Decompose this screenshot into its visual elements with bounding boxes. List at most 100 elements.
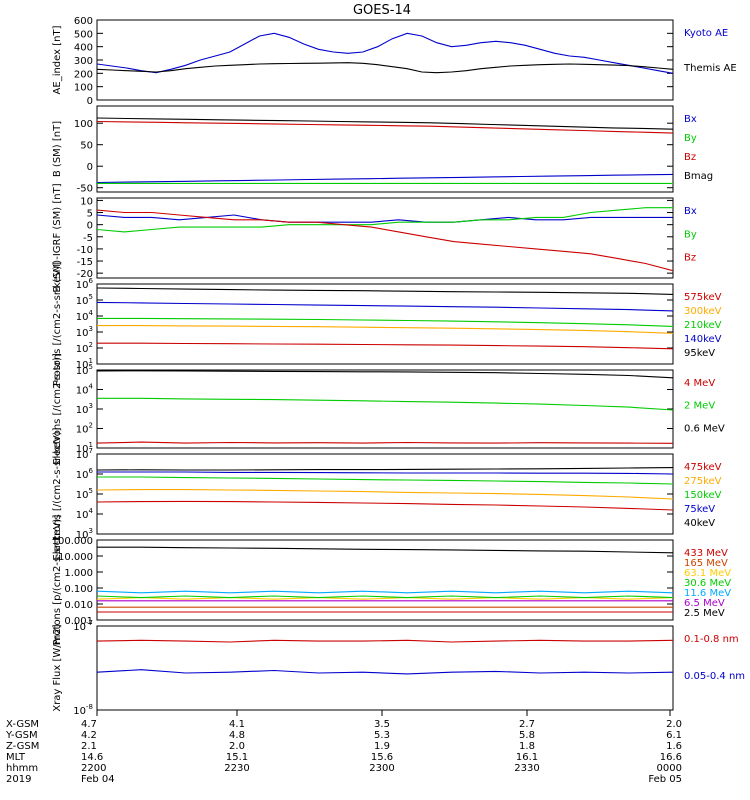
y-tick-label: 0 xyxy=(87,162,93,173)
panel-frame xyxy=(96,19,674,101)
panel-frame xyxy=(96,369,674,449)
legend-label: Themis AE xyxy=(683,63,737,74)
y-tick-label: -15 xyxy=(77,257,93,268)
x-axis-value: 2200 xyxy=(81,763,106,774)
y-tick-label: 100.000 xyxy=(52,536,93,547)
y-tick-label: -5 xyxy=(83,233,93,244)
y-tick-label: -20 xyxy=(77,269,93,280)
legend-label: By xyxy=(684,133,697,144)
series-line-bz xyxy=(97,209,673,272)
x-axis-value: 1.9 xyxy=(374,741,390,752)
legend-label: 63.1 MeV xyxy=(684,568,731,579)
panel-frame xyxy=(96,539,674,621)
y-tick-label: 50 xyxy=(80,141,93,152)
series-line-95kev xyxy=(97,287,673,295)
series-line-bmag xyxy=(97,117,673,130)
y-tick-label: 1.000 xyxy=(64,568,93,579)
x-axis-value: 2300 xyxy=(369,763,394,774)
x-axis-value: Feb 04 xyxy=(81,774,115,785)
series-line-150kev xyxy=(97,476,673,485)
legend-label: Kyoto AE xyxy=(684,28,728,39)
x-axis-value: 2230 xyxy=(224,763,249,774)
y-tick-label: 300 xyxy=(74,56,93,67)
x-axis-row-label: hhmm xyxy=(6,763,38,774)
panel-frame xyxy=(96,197,674,279)
y-tick-label: 0 xyxy=(87,96,93,107)
series-line-275kev xyxy=(97,489,673,500)
series-line-0-6-mev xyxy=(97,370,673,379)
y-axis-label: Electrons [/(cm2-s-sr-keV)] xyxy=(52,427,63,560)
legend-label: 2 MeV xyxy=(684,401,715,412)
y-axis-label: B (SM) [nT] xyxy=(52,121,63,177)
x-axis-value: 1.8 xyxy=(519,741,535,752)
y-tick-label: 10 xyxy=(80,196,93,207)
series-line-11-6-mev xyxy=(97,590,673,594)
series-line-0-05-0-4-nm xyxy=(97,669,673,675)
x-axis-value: 4.2 xyxy=(81,730,97,741)
x-axis-row-label: 2019 xyxy=(6,774,31,785)
legend-label: 0.1-0.8 nm xyxy=(684,634,739,645)
panel-7: 0.001 0.010 0.100 1.000 10.000 100.000Protons… xyxy=(52,515,732,646)
y-tick-label: 102 xyxy=(76,341,93,355)
legend-label: 575keV xyxy=(684,292,722,303)
x-axis-value: 5.3 xyxy=(374,730,390,741)
y-tick-label: 106 xyxy=(76,467,94,481)
x-axis-value: 2.1 xyxy=(81,741,97,752)
series-line-themis-ae xyxy=(97,62,673,74)
y-tick-label: 104 xyxy=(76,309,94,323)
y-tick-label: 600 xyxy=(74,16,93,27)
legend-label: 210keV xyxy=(684,320,722,331)
legend-label: Bx xyxy=(684,114,697,125)
legend-label: 165 MeV xyxy=(684,558,728,569)
legend-label: Bmag xyxy=(684,171,713,182)
x-axis-table: X-GSMY-GSMZ-GSMMLThhmm20194.74.22.114.62… xyxy=(5,710,682,785)
y-axis-label: AE_index [nT] xyxy=(52,25,63,94)
legend-label: Bz xyxy=(684,152,696,163)
y-axis-label: B (SM)-IGRF (SM) [nT] xyxy=(52,183,63,292)
x-axis-value: 0000 xyxy=(657,763,682,774)
y-tick-label: -50 xyxy=(77,184,93,195)
series-line-by xyxy=(97,207,673,233)
x-axis-value: Feb 05 xyxy=(648,774,682,785)
y-tick-label: 10.000 xyxy=(58,552,93,563)
legend-label: 0.05-0.4 nm xyxy=(684,671,745,682)
x-axis-row-label: Z-GSM xyxy=(6,741,39,752)
x-axis-value: 2.0 xyxy=(229,741,245,752)
legend-label: 30.6 MeV xyxy=(684,578,731,589)
legend-label: 75keV xyxy=(684,504,715,515)
y-axis-label: Electrons [/(cm2-s-sr)] xyxy=(52,353,63,465)
series-line-kyoto-ae xyxy=(97,32,673,74)
x-axis-value: 1.6 xyxy=(666,741,682,752)
panel-3: 10 50-5-10-15-20 B (SM)-IGRF (SM) [nT] Bx By… xyxy=(52,183,697,292)
y-tick-label: 102 xyxy=(76,422,93,436)
x-axis-value: 2330 xyxy=(514,763,539,774)
panel-2: 100 50 0 -50 B (SM) [nT] Bx By Bz Bmag xyxy=(52,105,713,195)
x-axis-value: 4.1 xyxy=(229,719,245,730)
y-tick-label: 5 xyxy=(87,209,93,220)
series-line-475kev xyxy=(97,500,673,511)
y-tick-label: 100 xyxy=(74,119,93,130)
x-axis-value: 4.7 xyxy=(81,719,97,730)
legend-label: 150keV xyxy=(684,490,722,501)
panel-1: 600 500 400 300 200 100 0 AE_index [nT] Kyoto AE… xyxy=(52,16,737,107)
y-tick-label: 103 xyxy=(76,402,93,416)
x-axis-value: 16.1 xyxy=(516,752,538,763)
x-axis-row-label: X-GSM xyxy=(6,719,39,730)
y-tick-label: 10-8 xyxy=(73,703,93,717)
x-axis-value: 4.8 xyxy=(229,730,245,741)
legend-label: 11.6 MeV xyxy=(684,588,731,599)
legend-label: By xyxy=(684,229,697,240)
y-axis-label: Protons [/(cm2-s-sr-keV)] xyxy=(52,262,63,386)
y-tick-label: 105 xyxy=(76,293,93,307)
y-tick-label: 500 xyxy=(74,29,93,40)
legend-label: 275keV xyxy=(684,476,722,487)
y-tick-label: 105 xyxy=(76,487,93,501)
y-axis-label: Xray Flux [W/m2] xyxy=(52,624,63,711)
series-line-2-mev xyxy=(97,397,673,411)
x-axis-value: 2.0 xyxy=(666,719,682,730)
legend-label: 40keV xyxy=(684,518,715,529)
series-line-300kev xyxy=(97,325,673,334)
